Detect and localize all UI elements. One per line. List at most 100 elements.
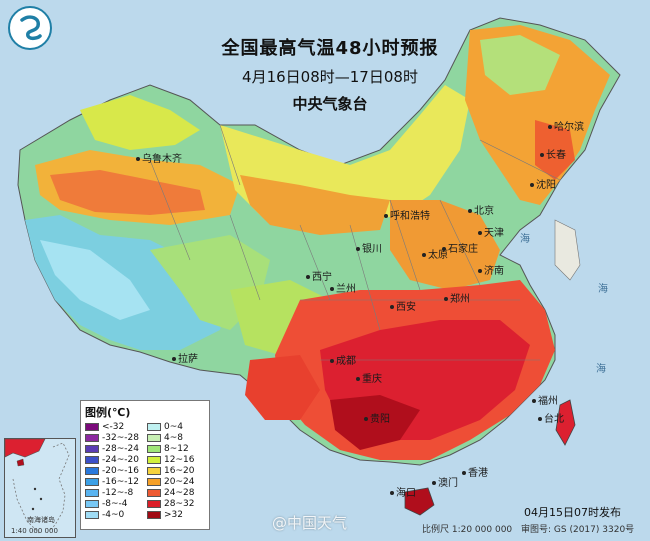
legend-label: -24~-20 <box>102 455 139 465</box>
city-dot <box>422 253 426 257</box>
legend-item: 28~32 <box>147 499 205 509</box>
city-macau: 澳门 <box>432 474 458 489</box>
city-name: 福州 <box>538 396 558 407</box>
city-name: 澳门 <box>438 478 458 489</box>
city-lhasa: 拉萨 <box>172 350 198 365</box>
legend-swatch <box>147 489 161 497</box>
city-name: 沈阳 <box>536 180 556 191</box>
city-taiyuan: 太原 <box>422 246 448 261</box>
city-dot <box>384 214 388 218</box>
title-block: 全国最高气温48小时预报 4月16日08时—17日08时 中央气象台 <box>200 34 460 114</box>
city-harbin: 哈尔滨 <box>548 118 584 133</box>
city-lanzhou: 兰州 <box>330 280 356 295</box>
city-name: 成都 <box>336 356 356 367</box>
legend-swatch <box>85 478 99 486</box>
inset-scale: 1:40 000 000 <box>11 527 58 535</box>
legend-swatch <box>85 456 99 464</box>
city-name: 呼和浩特 <box>390 211 430 222</box>
legend-label: -32~-28 <box>102 433 139 443</box>
legend: 图例(℃) <-32 0~4 -32~-28 4~8 -28~-24 8~12 -24~-2… <box>80 400 210 530</box>
city-tianjin: 天津 <box>478 224 504 239</box>
legend-item: 12~16 <box>147 455 205 465</box>
city-dot <box>478 269 482 273</box>
inset-islands-label: 南海诸岛 <box>27 516 55 524</box>
watermark: @中国天气 <box>272 514 348 532</box>
city-dot <box>432 481 436 485</box>
legend-item: <-32 <box>85 422 143 432</box>
time-range: 4月16日08时—17日08时 <box>242 68 418 86</box>
legend-swatch <box>147 467 161 475</box>
korea <box>554 219 581 281</box>
city-yinchuan: 银川 <box>356 240 382 255</box>
city-name: 重庆 <box>362 374 382 385</box>
legend-item: >32 <box>147 510 205 520</box>
city-dot <box>444 297 448 301</box>
city-urumqi: 乌鲁木齐 <box>136 150 182 165</box>
legend-swatch <box>85 434 99 442</box>
legend-swatch <box>147 478 161 486</box>
legend-label: -8~-4 <box>102 499 128 509</box>
south-china-sea-inset: 南海诸岛 1:40 000 000 <box>4 438 76 538</box>
city-name: 香港 <box>468 468 488 479</box>
city-dot <box>478 231 482 235</box>
legend-item: 0~4 <box>147 422 205 432</box>
city-name: 贵阳 <box>370 414 390 425</box>
legend-label: <-32 <box>102 422 125 432</box>
legend-swatch <box>85 423 99 431</box>
city-name: 天津 <box>484 228 504 239</box>
legend-label: 8~12 <box>164 444 189 454</box>
review-number: 审图号: GS (2017) 3320号 <box>521 525 635 535</box>
city-dot <box>136 157 140 161</box>
legend-item: 24~28 <box>147 488 205 498</box>
legend-label: -12~-8 <box>102 488 134 498</box>
scale-and-review: 比例尺 1:20 000 000 审图号: GS (2017) 3320号 <box>422 522 634 535</box>
organization: 中央气象台 <box>292 95 368 113</box>
city-xining: 西宁 <box>306 268 332 283</box>
legend-grid: <-32 0~4 -32~-28 4~8 -28~-24 8~12 -24~-20 12~16… <box>85 422 205 520</box>
city-name: 长春 <box>546 150 566 161</box>
legend-label: 16~20 <box>164 466 195 476</box>
legend-swatch <box>85 500 99 508</box>
city-chengdu: 成都 <box>330 352 356 367</box>
province-borders <box>149 124 561 361</box>
city-dot <box>532 399 536 403</box>
city-dot <box>364 417 368 421</box>
sea-label-bohai: 海 <box>520 234 530 245</box>
city-name: 济南 <box>484 266 504 277</box>
city-hohhot: 呼和浩特 <box>384 207 430 222</box>
city-name: 银川 <box>362 244 382 255</box>
taiwan <box>555 399 576 446</box>
city-name: 郑州 <box>450 294 470 305</box>
city-taipei: 台北 <box>538 410 564 425</box>
city-dot <box>306 275 310 279</box>
legend-label: 28~32 <box>164 499 195 509</box>
city-name: 石家庄 <box>448 244 478 255</box>
city-guiyang: 贵阳 <box>364 410 390 425</box>
legend-label: -4~0 <box>102 510 125 520</box>
legend-item: -4~0 <box>85 510 143 520</box>
city-name: 西安 <box>396 302 416 313</box>
legend-label: >32 <box>164 510 183 520</box>
city-zhengzhou: 郑州 <box>444 290 470 305</box>
legend-title: 图例(℃) <box>85 406 131 419</box>
city-dot <box>356 247 360 251</box>
legend-swatch <box>147 511 161 519</box>
sea-label-east: 海 <box>596 364 606 375</box>
issued-time: 04月15日07时发布 <box>524 506 621 519</box>
zone-northeast-red <box>535 120 575 180</box>
cma-logo-icon <box>8 6 52 50</box>
city-dot <box>540 153 544 157</box>
city-dot <box>442 247 446 251</box>
legend-swatch <box>85 467 99 475</box>
city-dot <box>390 305 394 309</box>
legend-swatch <box>147 423 161 431</box>
city-name: 乌鲁木齐 <box>142 154 182 165</box>
legend-label: -16~-12 <box>102 477 139 487</box>
city-name: 北京 <box>474 206 494 217</box>
zone-cold-tibet <box>40 240 150 320</box>
legend-swatch <box>147 500 161 508</box>
city-dot <box>538 417 542 421</box>
zone-northeast-green <box>480 35 560 95</box>
